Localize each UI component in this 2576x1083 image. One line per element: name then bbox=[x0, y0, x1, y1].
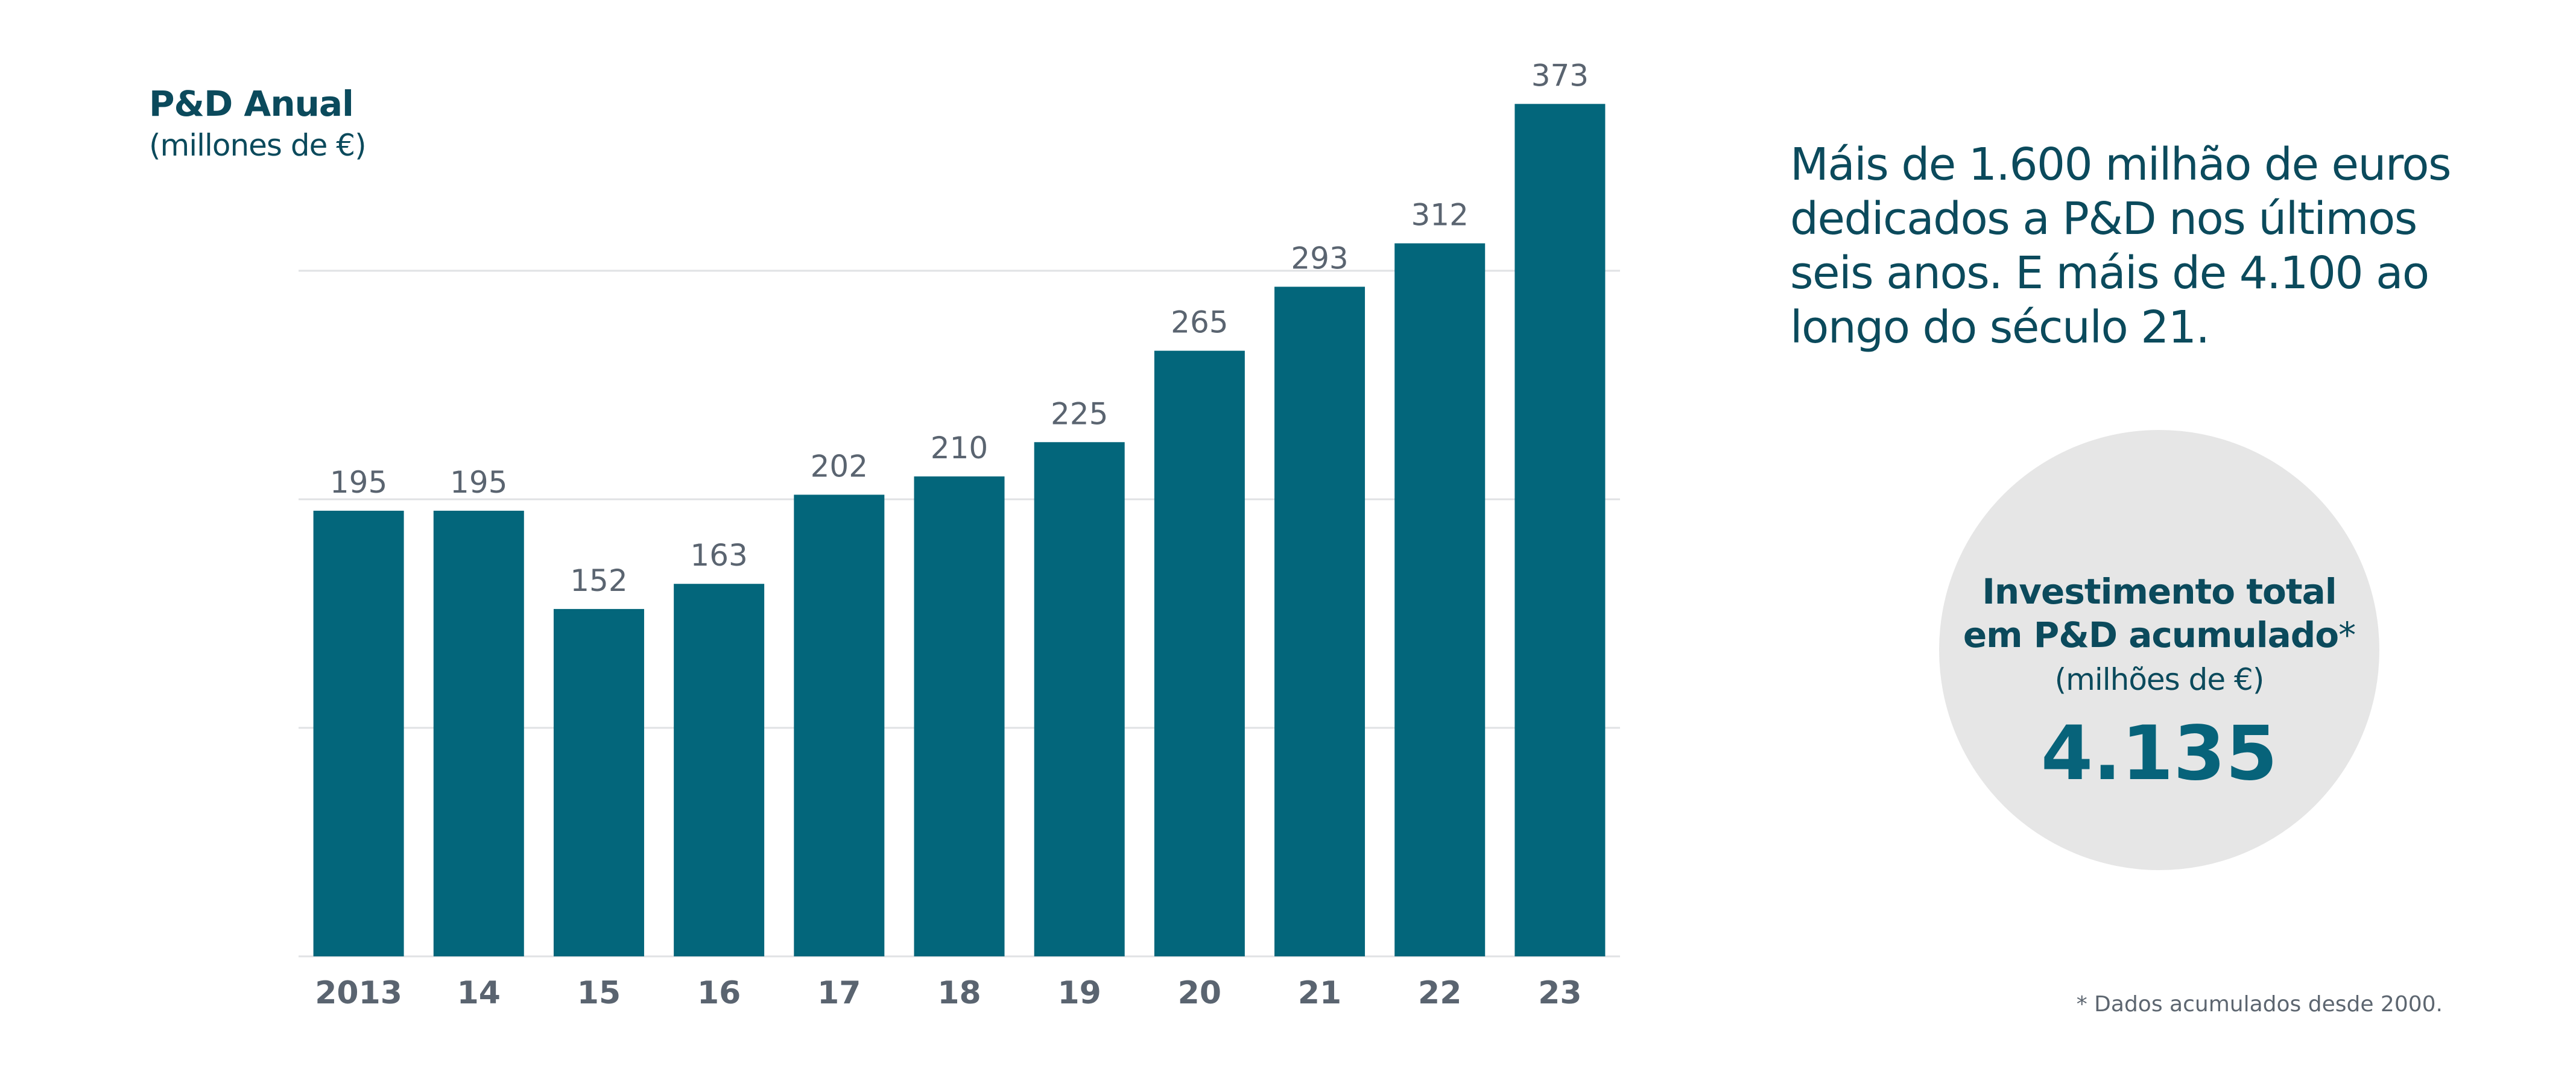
x-tick-15: 15 bbox=[577, 975, 621, 1011]
value-label-23: 373 bbox=[1531, 58, 1589, 93]
value-label-22: 312 bbox=[1411, 198, 1469, 233]
x-tick-2013: 2013 bbox=[315, 975, 402, 1011]
value-label-16: 163 bbox=[690, 538, 747, 573]
footnote: * Dados acumulados desde 2000. bbox=[2076, 992, 2443, 1017]
bar-23 bbox=[1514, 104, 1606, 957]
x-tick-20: 20 bbox=[1178, 975, 1221, 1011]
value-label-17: 202 bbox=[811, 449, 868, 484]
value-label-19: 225 bbox=[1051, 396, 1108, 431]
x-tick-21: 21 bbox=[1298, 975, 1341, 1011]
value-label-14: 195 bbox=[450, 465, 507, 500]
summary-asterisk: * bbox=[2338, 614, 2356, 655]
x-tick-22: 22 bbox=[1418, 975, 1461, 1011]
summary-title-line2: em P&D acumulado* bbox=[1939, 613, 2379, 657]
bar-14 bbox=[433, 510, 524, 956]
bar-19 bbox=[1034, 442, 1125, 956]
chart-title: P&D Anual bbox=[149, 83, 354, 124]
bar-21 bbox=[1274, 286, 1366, 956]
value-label-15: 152 bbox=[570, 563, 627, 598]
x-tick-16: 16 bbox=[697, 975, 741, 1011]
x-tick-18: 18 bbox=[937, 975, 981, 1011]
summary-title-line2-text: em P&D acumulado bbox=[1963, 614, 2339, 655]
summary-title-line1: Investimento total bbox=[1982, 571, 2337, 612]
chart-subtitle: (millones de €) bbox=[149, 128, 367, 163]
value-label-21: 293 bbox=[1291, 241, 1348, 276]
bar-16 bbox=[674, 584, 765, 956]
summary-title: Investimento total em P&D acumulado* bbox=[1939, 570, 2379, 657]
x-tick-17: 17 bbox=[817, 975, 861, 1011]
summary-circle: Investimento total em P&D acumulado* (mi… bbox=[1939, 430, 2379, 870]
x-tick-19: 19 bbox=[1057, 975, 1101, 1011]
summary-subtitle: (milhões de €) bbox=[2054, 662, 2265, 697]
summary-value: 4.135 bbox=[2040, 710, 2278, 797]
x-tick-23: 23 bbox=[1538, 975, 1581, 1011]
bar-17 bbox=[794, 494, 885, 956]
bar-20 bbox=[1154, 350, 1245, 956]
x-tick-14: 14 bbox=[457, 975, 501, 1011]
bar-22 bbox=[1394, 243, 1486, 956]
value-label-2013: 195 bbox=[330, 465, 387, 500]
value-label-20: 265 bbox=[1171, 305, 1228, 340]
value-label-18: 210 bbox=[931, 431, 988, 466]
bar-15 bbox=[553, 608, 644, 956]
bar-18 bbox=[914, 476, 1005, 956]
bar-2013 bbox=[313, 510, 404, 956]
headline-text: Máis de 1.600 milhão de euros dedicados … bbox=[1790, 139, 2452, 353]
